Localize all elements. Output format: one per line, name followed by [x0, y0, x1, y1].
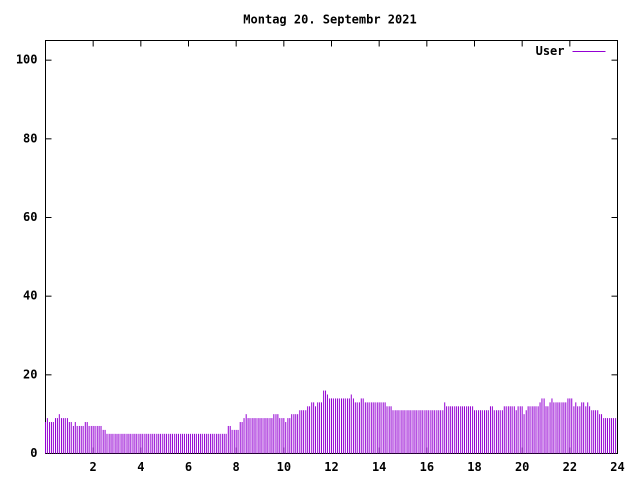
y-tick-label: 0	[30, 446, 37, 460]
x-tick-label: 10	[277, 460, 291, 474]
y-tick-label: 100	[16, 53, 38, 67]
x-tick-label: 4	[137, 460, 144, 474]
y-tick-label: 40	[23, 289, 37, 303]
x-tick-label: 20	[515, 460, 529, 474]
x-tick-label: 8	[233, 460, 240, 474]
legend-label: User	[536, 44, 565, 58]
x-tick-label: 2	[90, 460, 97, 474]
x-tick-label: 14	[372, 460, 386, 474]
x-tick-label: 24	[610, 460, 624, 474]
x-tick-label: 16	[420, 460, 434, 474]
x-tick-label: 22	[563, 460, 577, 474]
y-tick-label: 60	[23, 210, 37, 224]
x-tick-label: 18	[467, 460, 481, 474]
chart-title: Montag 20. Septembr 2021	[243, 13, 416, 27]
y-tick-label: 80	[23, 131, 37, 145]
x-tick-label: 6	[185, 460, 192, 474]
x-tick-label: 12	[324, 460, 338, 474]
y-tick-label: 20	[23, 367, 37, 381]
